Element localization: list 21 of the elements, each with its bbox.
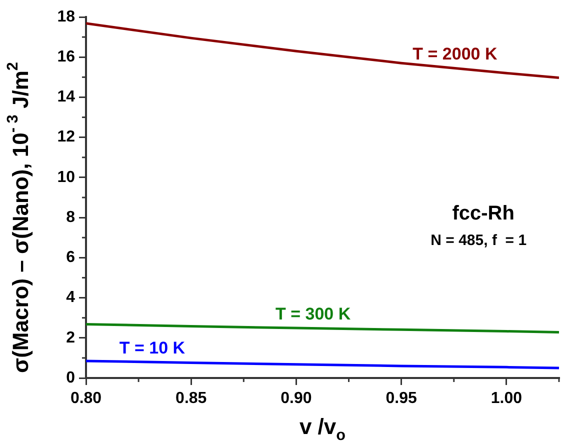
y-tick-label: 10 bbox=[57, 168, 76, 186]
annotation: fcc-Rh bbox=[452, 202, 514, 224]
annotation: N = 485, f = 1 bbox=[430, 232, 527, 249]
y-tick-label: 4 bbox=[66, 289, 76, 306]
y-tick-label: 2 bbox=[66, 329, 76, 346]
series-label: T = 300 K bbox=[275, 304, 352, 324]
series-label: T = 2000 K bbox=[412, 44, 498, 64]
x-tick-label: 1.00 bbox=[490, 390, 522, 408]
x-tick-label: 0.85 bbox=[176, 390, 207, 408]
x-tick-label: 0.80 bbox=[70, 390, 102, 408]
series-label: T = 10 K bbox=[119, 338, 186, 358]
y-tick-label: 14 bbox=[57, 88, 76, 106]
x-tick-label: 0.90 bbox=[280, 390, 312, 408]
y-tick-label: 12 bbox=[57, 128, 76, 146]
y-tick-label: 0 bbox=[66, 369, 76, 386]
y-tick-label: 8 bbox=[66, 208, 76, 226]
y-axis-title: σ(Macro) – σ(Nano), 10- 3 J/m2 bbox=[4, 62, 34, 373]
x-tick-label: 0.95 bbox=[386, 390, 418, 408]
y-tick-label: 6 bbox=[66, 249, 76, 266]
y-tick-label: 16 bbox=[57, 48, 76, 66]
y-tick-label: 18 bbox=[57, 8, 76, 26]
